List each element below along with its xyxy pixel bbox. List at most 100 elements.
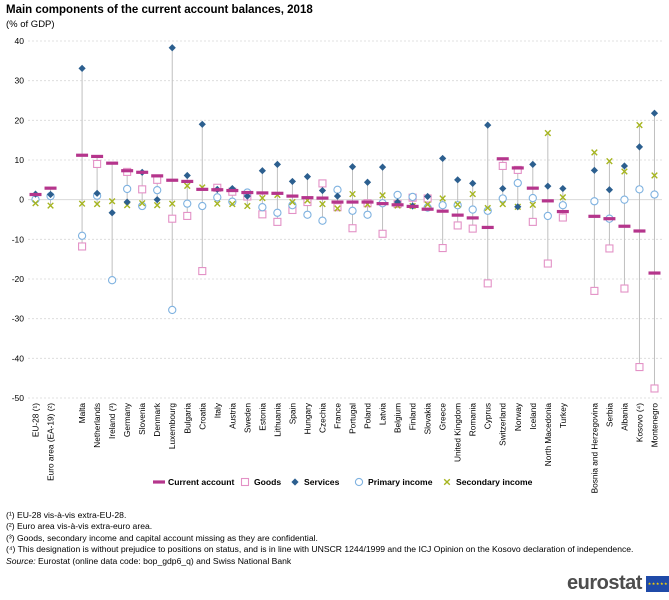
point-current [196,187,209,191]
y-tick-label: 20 [15,115,25,125]
point-primary [620,195,629,204]
footnote-2: (²) Euro area vis-à-vis extra-euro area. [6,521,153,532]
x-tick-label: Lithuania [272,403,282,437]
x-tick-label: Bulgaria [182,403,192,434]
x-tick-label: Latvia [378,403,388,426]
footnote-3: (³) Goods, secondary income and capital … [6,532,318,543]
point-secondary [559,193,567,201]
x-tick-label: Germany [122,402,132,437]
point-secondary [484,204,492,212]
point-secondary [138,199,146,207]
x-tick-label: Albania [619,403,629,431]
point-services [605,186,614,194]
point-primary [558,201,567,210]
point-current [286,194,299,198]
point-current [556,209,569,214]
point-secondary [319,200,326,208]
point-current [316,196,329,200]
point-current [346,200,359,204]
point-services [288,177,297,186]
point-primary [543,211,552,221]
point-primary [123,184,132,194]
point-primary [393,190,402,200]
x-tick-label: Kosovo (⁴) [634,403,644,442]
point-current [648,271,661,275]
point-goods [348,224,357,233]
x-tick-label: Hungary [302,402,312,434]
x-tick-label: Estonia [257,403,267,431]
point-services [46,190,55,199]
y-tick-label: 40 [15,36,25,46]
point-primary [318,216,327,225]
point-services [544,182,552,190]
x-tick-label: Finland [408,403,418,431]
point-services [439,154,447,163]
point-primary [468,205,477,214]
point-secondary [454,201,461,208]
point-current [588,214,601,218]
point-primary [348,206,357,215]
source-line: Source: Eurostat (online data code: bop_… [6,556,633,567]
point-services [198,120,206,128]
point-secondary [439,195,446,202]
point-goods [333,203,342,212]
point-current [181,179,194,184]
point-secondary [47,202,54,209]
point-secondary [621,168,628,175]
x-tick-label: Netherlands [92,403,102,448]
point-primary [228,197,237,206]
point-services [123,198,131,206]
point-secondary [289,198,296,206]
point-services [620,162,629,170]
point-current [331,200,344,204]
x-tick-label: EU-28 (¹) [31,403,41,437]
point-primary [303,210,312,219]
point-goods [483,279,492,288]
point-primary [513,178,522,188]
point-current [136,170,149,174]
point-goods [318,179,327,188]
chart-title: Main components of the current account b… [6,4,313,16]
x-tick-label: Austria [227,403,237,429]
point-services [153,196,161,204]
point-current [376,202,389,206]
point-services [424,192,432,201]
x-tick-label: France [332,403,342,429]
point-secondary [183,182,191,190]
source-label: Source: [6,555,36,566]
point-primary [77,231,87,240]
point-services [303,173,312,181]
point-services [243,192,251,200]
point-services [168,44,176,52]
legend-label-secondary: Secondary income [456,477,533,487]
point-secondary [379,192,386,199]
point-secondary [499,200,507,208]
point-current [256,191,269,195]
point-current [451,213,464,217]
footnote-1: (¹) EU-28 vis-à-vis extra-EU-28. [6,510,127,520]
legend-marker-current [153,480,165,484]
point-primary [650,190,659,199]
current-account-chart: 40 30 20 10 0 -10 -20 -30 -40 -50 EU-28 (¹) Euro ar… [12,36,662,493]
point-goods [78,242,87,251]
point-services [499,184,507,193]
point-secondary [606,157,613,165]
point-secondary [153,201,161,209]
eurostat-logo: eurostat ★★★★★ [567,572,669,595]
point-primary [183,199,192,208]
point-goods [183,211,192,220]
point-current [226,188,239,193]
point-goods [590,286,599,295]
x-tick-label: Ireland (³) [107,403,117,439]
x-tick-label: Serbia [604,403,614,427]
point-primary [363,210,372,219]
point-services [469,179,477,188]
y-tick-label: -20 [12,274,25,284]
point-secondary [214,200,221,207]
legend-label-primary: Primary income [368,477,433,487]
point-primary [213,193,222,202]
point-current [271,191,284,195]
y-tick-label: 30 [15,76,25,86]
x-tick-label: Denmark [152,402,162,437]
x-tick-label: Montenegro [649,403,659,448]
